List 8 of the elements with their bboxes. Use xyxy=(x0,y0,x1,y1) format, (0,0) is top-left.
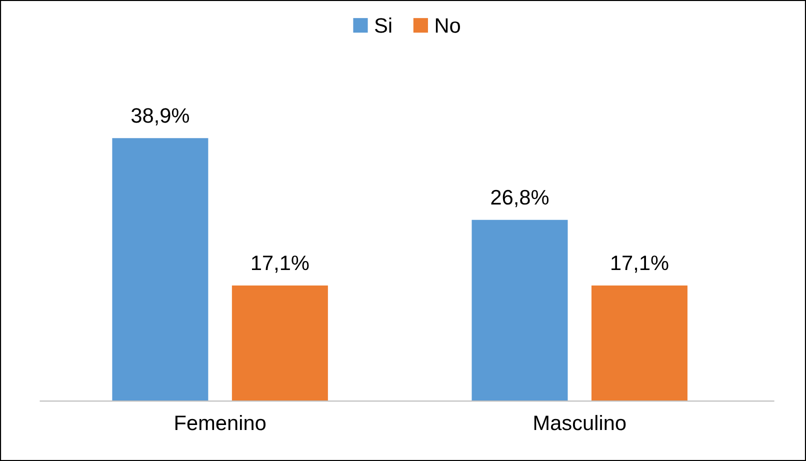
data-label: 17,1% xyxy=(252,256,309,273)
data-label: 38,9% xyxy=(131,108,190,126)
x-tick-label: Masculino xyxy=(534,414,626,430)
data-label: 17,1% xyxy=(612,256,668,273)
data-label: 26,8% xyxy=(491,190,549,208)
legend-label: No xyxy=(436,18,460,33)
legend-label: Si xyxy=(374,18,392,33)
x-tick-label: Femenino xyxy=(175,414,266,430)
